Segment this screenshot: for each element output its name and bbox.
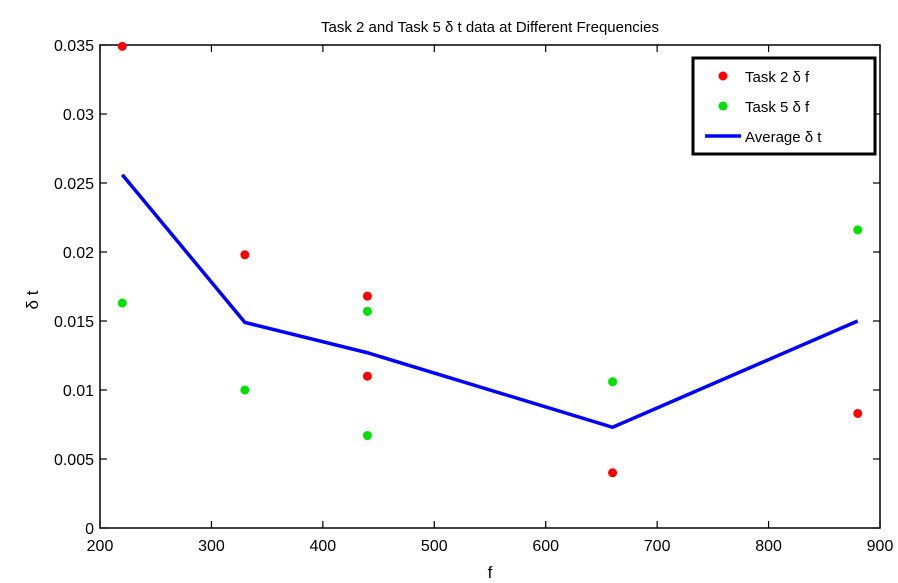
series-1-point <box>362 371 372 381</box>
x-axis-label: f <box>488 563 493 582</box>
y-axis-label: δ t <box>23 290 42 309</box>
series-2-point <box>362 431 372 441</box>
chart-title: Task 2 and Task 5 δ t data at Different … <box>321 19 659 36</box>
series-line-average <box>120 173 859 430</box>
legend-label: Task 5 δ f <box>745 99 810 116</box>
y-tick-label: 0.03 <box>63 107 94 124</box>
x-tick-label: 600 <box>532 538 559 555</box>
series-1-point <box>240 250 250 260</box>
y-tick-label: 0.035 <box>54 38 94 55</box>
series-1-point <box>362 291 372 301</box>
x-tick-label: 700 <box>644 538 671 555</box>
y-tick-label: 0 <box>85 521 94 538</box>
y-tick-label: 0.025 <box>54 176 94 193</box>
legend-label: Task 2 δ f <box>745 69 810 86</box>
legend-swatch-marker <box>718 71 728 81</box>
series-2-point <box>608 377 618 387</box>
y-tick-label: 0.02 <box>63 245 94 262</box>
series-1-point <box>117 41 127 51</box>
series-1-point <box>608 468 618 478</box>
y-tick-label: 0.01 <box>63 383 94 400</box>
legend-label: Average δ t <box>745 129 822 146</box>
series-1-point <box>853 408 863 418</box>
x-tick-label: 800 <box>755 538 782 555</box>
x-tick-label: 300 <box>198 538 225 555</box>
x-tick-label: 200 <box>87 538 114 555</box>
series-2-point <box>362 306 372 316</box>
legend: Task 2 δ f Task 5 δ f Average δ t <box>691 56 877 156</box>
x-tick-label: 900 <box>867 538 894 555</box>
series-2-point <box>853 225 863 235</box>
legend-swatch-marker <box>718 101 728 111</box>
x-tick-label: 400 <box>310 538 337 555</box>
x-tick-label: 500 <box>421 538 448 555</box>
y-tick-label: 0.015 <box>54 314 94 331</box>
y-tick-label: 0.005 <box>54 452 94 469</box>
series-2-point <box>240 385 250 395</box>
series-2-point <box>117 298 127 308</box>
